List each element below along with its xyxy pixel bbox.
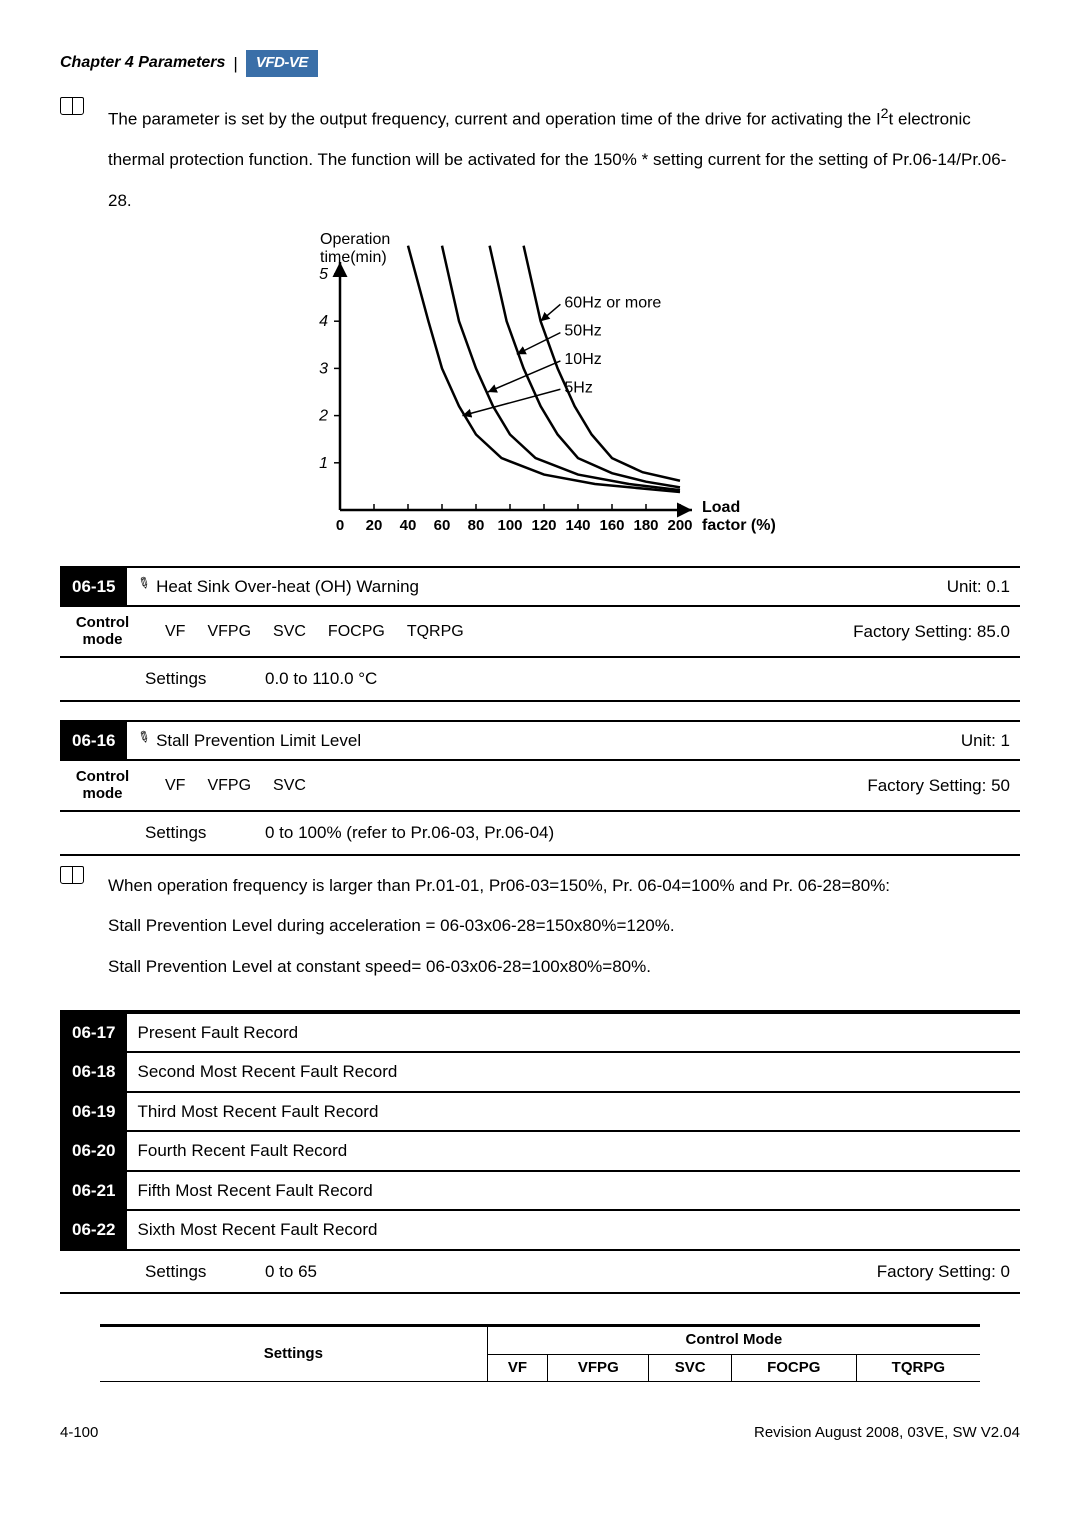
page-footer: 4-100 Revision August 2008, 03VE, SW V2.… bbox=[60, 1422, 1020, 1445]
factory-setting: Factory Setting: 0 bbox=[877, 1259, 1020, 1285]
svg-text:20: 20 bbox=[366, 517, 383, 534]
param-06-15: 06-15 ✎ Heat Sink Over-heat (OH) Warning… bbox=[60, 566, 1020, 702]
param-unit: Unit: 1 bbox=[951, 722, 1020, 760]
fault-title: Sixth Most Recent Fault Record bbox=[127, 1211, 1020, 1249]
param-unit: Unit: 0.1 bbox=[937, 568, 1020, 606]
svg-text:120: 120 bbox=[531, 517, 556, 534]
thermal-chart: 1 2 3 4 5 0 20 40 60 80 100 120 140 160 180 200 Operatio… bbox=[60, 226, 1020, 546]
fault-row: 06-21Fifth Most Recent Fault Record bbox=[60, 1172, 1020, 1212]
fault-title: Third Most Recent Fault Record bbox=[127, 1093, 1020, 1131]
fault-number: 06-17 bbox=[60, 1014, 127, 1052]
factory-setting: Factory Setting: 50 bbox=[867, 773, 1020, 799]
svg-text:4: 4 bbox=[319, 313, 328, 330]
note-1: The parameter is set by the output frequ… bbox=[60, 97, 1020, 222]
fault-title: Fourth Recent Fault Record bbox=[127, 1132, 1020, 1170]
svg-text:2: 2 bbox=[318, 407, 328, 424]
settings-header: Settings bbox=[100, 1327, 487, 1382]
svg-text:Load: Load bbox=[702, 499, 740, 516]
svg-text:5Hz: 5Hz bbox=[564, 379, 592, 396]
svg-text:40: 40 bbox=[400, 517, 417, 534]
svg-text:200: 200 bbox=[667, 517, 692, 534]
fault-row: 06-22Sixth Most Recent Fault Record bbox=[60, 1211, 1020, 1251]
svg-text:Operation: Operation bbox=[320, 231, 390, 248]
svg-text:10Hz: 10Hz bbox=[564, 351, 601, 368]
settings-value: 0 to 100% (refer to Pr.06-03, Pr.06-04) bbox=[265, 820, 1020, 846]
note-1-text: The parameter is set by the output frequ… bbox=[108, 97, 1020, 222]
fault-number: 06-18 bbox=[60, 1053, 127, 1091]
svg-text:60Hz or more: 60Hz or more bbox=[564, 294, 661, 311]
svg-text:factor (%): factor (%) bbox=[702, 517, 776, 534]
fault-records: 06-17Present Fault Record06-18Second Mos… bbox=[60, 1010, 1020, 1251]
fault-number: 06-19 bbox=[60, 1093, 127, 1131]
svg-text:180: 180 bbox=[633, 517, 658, 534]
col-vfpg: VFPG bbox=[548, 1354, 649, 1382]
svg-text:3: 3 bbox=[319, 360, 328, 377]
fault-row: 06-20Fourth Recent Fault Record bbox=[60, 1132, 1020, 1172]
svg-text:140: 140 bbox=[565, 517, 590, 534]
settings-label: Settings bbox=[145, 1259, 265, 1285]
fault-number: 06-22 bbox=[60, 1211, 127, 1249]
param-title: Stall Prevention Limit Level bbox=[156, 728, 361, 754]
book-icon bbox=[60, 97, 84, 115]
fault-row: 06-19Third Most Recent Fault Record bbox=[60, 1093, 1020, 1133]
svg-text:1: 1 bbox=[319, 454, 328, 471]
book-icon bbox=[60, 866, 84, 884]
fault-title: Second Most Recent Fault Record bbox=[127, 1053, 1020, 1091]
chapter-title: Chapter 4 Parameters bbox=[60, 51, 225, 75]
svg-text:time(min): time(min) bbox=[320, 249, 387, 266]
param-06-16: 06-16 ✎ Stall Prevention Limit Level Uni… bbox=[60, 720, 1020, 856]
col-focpg: FOCPG bbox=[731, 1354, 856, 1382]
control-modes: VF VFPG SVC bbox=[145, 774, 306, 798]
param-title: Heat Sink Over-heat (OH) Warning bbox=[156, 574, 419, 600]
pencil-icon: ✎ bbox=[133, 725, 155, 751]
settings-label: Settings bbox=[145, 820, 265, 846]
svg-text:5: 5 bbox=[319, 266, 328, 283]
svg-text:160: 160 bbox=[599, 517, 624, 534]
settings-value: 0.0 to 110.0 °C bbox=[265, 666, 1020, 692]
note-2: When operation frequency is larger than … bbox=[60, 866, 1020, 988]
chart-svg: 1 2 3 4 5 0 20 40 60 80 100 120 140 160 180 200 Operatio… bbox=[260, 226, 820, 546]
fault-title: Present Fault Record bbox=[127, 1014, 1020, 1052]
col-svc: SVC bbox=[649, 1354, 731, 1382]
svg-text:50Hz: 50Hz bbox=[564, 322, 601, 339]
col-vf: VF bbox=[487, 1354, 548, 1382]
fault-title: Fifth Most Recent Fault Record bbox=[127, 1172, 1020, 1210]
svg-text:100: 100 bbox=[497, 517, 522, 534]
svg-text:80: 80 bbox=[468, 517, 485, 534]
param-number: 06-16 bbox=[60, 722, 127, 760]
settings-value: 0 to 65 bbox=[265, 1259, 877, 1285]
chapter-header: Chapter 4 Parameters | VFD-VE bbox=[60, 50, 1020, 77]
fault-number: 06-20 bbox=[60, 1132, 127, 1170]
fault-number: 06-21 bbox=[60, 1172, 127, 1210]
control-modes: VF VFPG SVC FOCPG TQRPG bbox=[145, 620, 464, 644]
note-2-text: When operation frequency is larger than … bbox=[108, 866, 1020, 988]
page-number: 4-100 bbox=[60, 1422, 98, 1445]
svg-text:0: 0 bbox=[336, 517, 344, 534]
settings-label: Settings bbox=[145, 666, 265, 692]
control-mode-label: Controlmode bbox=[60, 769, 145, 802]
vfd-badge: VFD-VE bbox=[246, 50, 318, 77]
control-mode-table: Settings Control Mode VF VFPG SVC FOCPG … bbox=[60, 1324, 1020, 1382]
col-tqrpg: TQRPG bbox=[856, 1354, 980, 1382]
revision-text: Revision August 2008, 03VE, SW V2.04 bbox=[754, 1422, 1020, 1445]
pencil-icon: ✎ bbox=[133, 571, 155, 597]
fault-row: 06-18Second Most Recent Fault Record bbox=[60, 1053, 1020, 1093]
control-mode-label: Controlmode bbox=[60, 615, 145, 648]
factory-setting: Factory Setting: 85.0 bbox=[853, 619, 1020, 645]
svg-text:60: 60 bbox=[434, 517, 451, 534]
param-number: 06-15 bbox=[60, 568, 127, 606]
fault-row: 06-17Present Fault Record bbox=[60, 1012, 1020, 1054]
control-mode-header: Control Mode bbox=[487, 1327, 980, 1355]
